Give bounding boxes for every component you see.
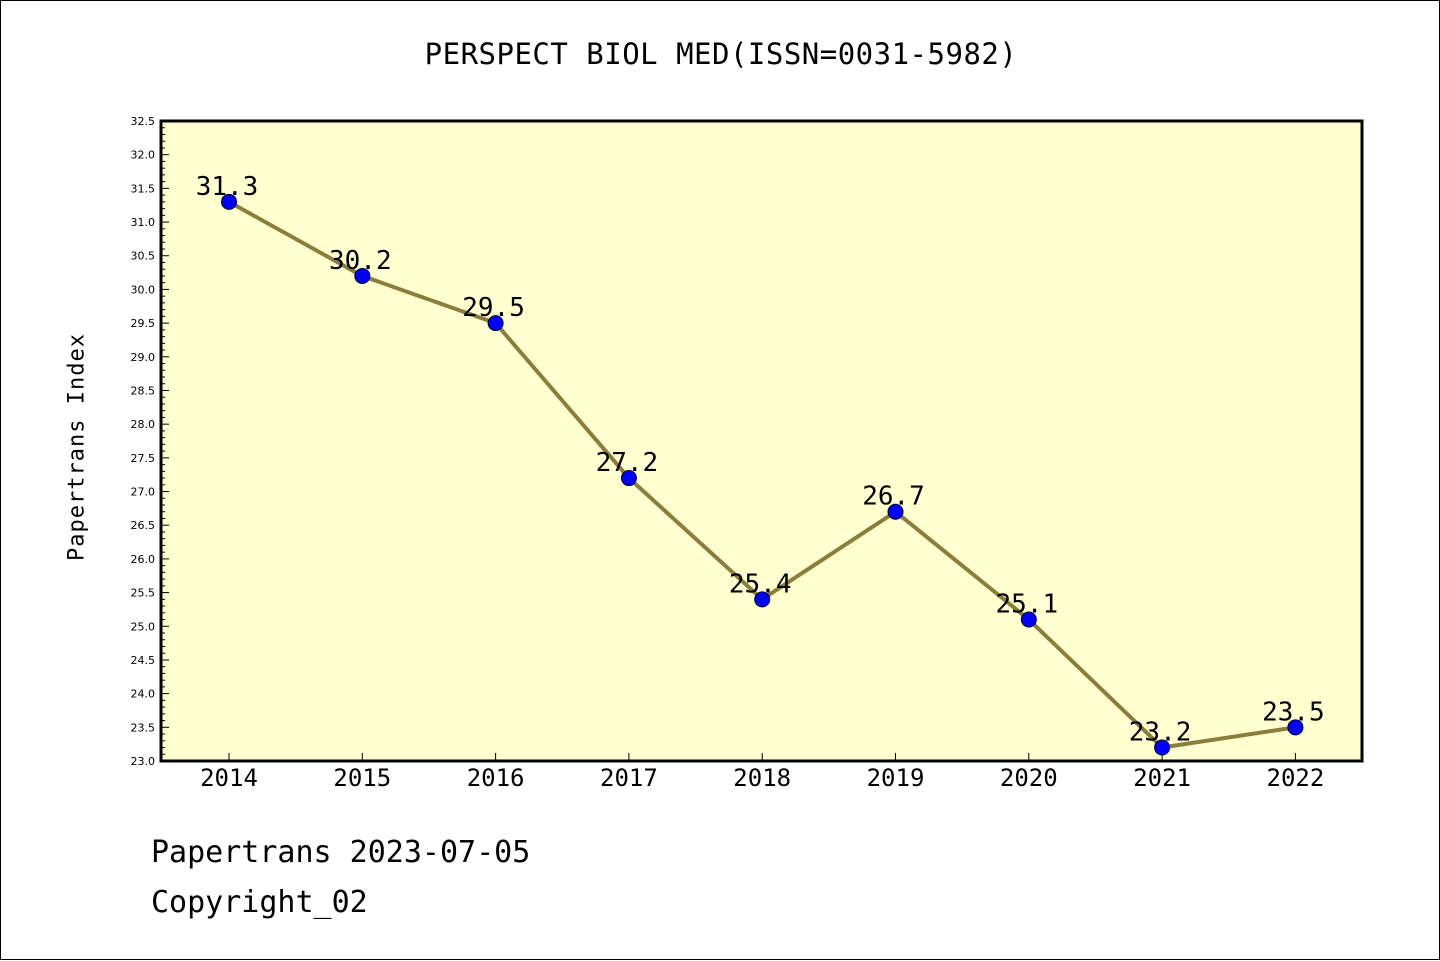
data-label: 23.5 — [1262, 697, 1325, 727]
y-tick-label: 26.5 — [131, 519, 156, 532]
data-label: 23.2 — [1129, 718, 1192, 748]
y-tick-label: 24.0 — [131, 688, 156, 701]
data-label: 27.2 — [596, 448, 659, 478]
y-tick-label: 23.5 — [131, 721, 156, 734]
plot-border — [159, 119, 1364, 763]
data-point — [221, 193, 237, 210]
y-tick-label: 28.5 — [131, 384, 156, 397]
x-tick-label: 2017 — [600, 764, 658, 792]
plot-area — [161, 121, 1362, 761]
data-label: 31.3 — [196, 172, 259, 202]
footer-date: Papertrans 2023-07-05 — [151, 835, 531, 870]
data-point — [1287, 719, 1304, 736]
data-point — [1154, 739, 1171, 756]
data-point — [487, 315, 504, 332]
y-tick-label: 29.5 — [131, 317, 156, 330]
x-tick-label: 2018 — [733, 764, 791, 792]
y-tick-label: 25.5 — [131, 587, 156, 600]
y-tick-label: 25.0 — [131, 620, 156, 633]
y-tick-label: 28.0 — [131, 418, 156, 431]
y-tick-label: 23.0 — [131, 755, 156, 768]
y-tick-label: 31.0 — [131, 216, 156, 229]
x-tick-label: 2015 — [333, 764, 391, 792]
data-label: 29.5 — [462, 293, 525, 323]
footer-copyright: Copyright_02 — [151, 885, 368, 920]
y-tick-label: 31.5 — [131, 182, 156, 195]
data-point — [1020, 611, 1037, 628]
data-point — [620, 470, 637, 487]
data-label: 26.7 — [862, 482, 925, 512]
data-point — [754, 591, 771, 608]
x-tick-label: 2014 — [200, 764, 258, 792]
y-tick-label: 24.5 — [131, 654, 156, 667]
data-point — [887, 503, 904, 520]
y-tick-label: 29.0 — [131, 351, 156, 364]
data-label: 25.4 — [729, 569, 792, 599]
x-tick-label: 2022 — [1267, 764, 1325, 792]
y-tick-label: 27.0 — [131, 486, 156, 499]
y-tick-label: 26.0 — [131, 553, 156, 566]
y-tick-label: 27.5 — [131, 452, 156, 465]
data-label: 30.2 — [329, 246, 392, 276]
y-tick-label: 32.5 — [131, 115, 156, 128]
y-tick-label: 32.0 — [131, 149, 156, 162]
x-tick-label: 2021 — [1133, 764, 1191, 792]
data-label: 25.1 — [995, 590, 1058, 620]
chart-title: PERSPECT BIOL MED(ISSN=0031-5982) — [424, 37, 1018, 71]
x-tick-label: 2020 — [1000, 764, 1058, 792]
data-point — [354, 267, 371, 284]
y-tick-label: 30.5 — [131, 250, 156, 263]
x-tick-label: 2019 — [867, 764, 925, 792]
y-tick-label: 30.0 — [131, 283, 156, 296]
x-tick-label: 2016 — [467, 764, 525, 792]
